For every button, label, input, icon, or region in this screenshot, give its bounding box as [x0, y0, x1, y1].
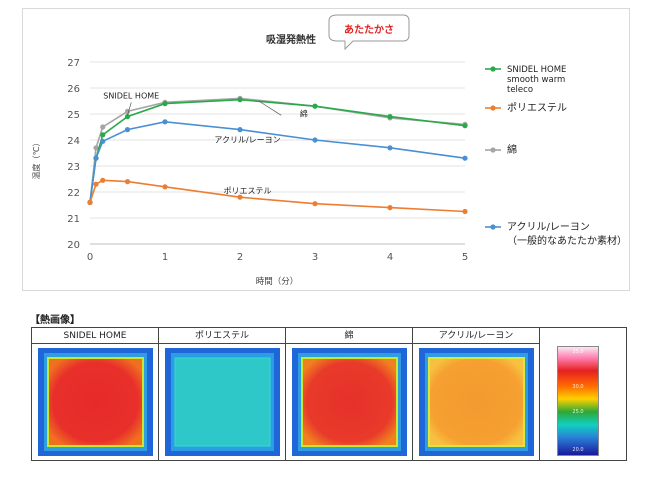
y-tick-label: 26 — [67, 84, 80, 95]
scale-tick: 25.0 — [572, 409, 584, 415]
color-scale-bar: 35.0 30.0 25.0 20.0 — [557, 346, 599, 456]
data-point — [312, 137, 318, 143]
thermal-image — [419, 348, 534, 456]
y-tick-label: 22 — [67, 188, 80, 199]
annotation-label: SNIDEL HOME — [103, 91, 159, 100]
y-tick-label: 21 — [67, 214, 80, 225]
annotation-label: 綿 — [300, 109, 308, 119]
data-point — [100, 132, 106, 138]
data-point — [124, 179, 131, 185]
data-point — [462, 208, 468, 215]
legend-label: SNIDEL HOME — [507, 65, 566, 75]
y-axis-label: 温度（℃） — [31, 139, 41, 180]
legend-label: （一般的なあたたか素材） — [507, 234, 627, 247]
thermal-col-label: アクリル/レーヨン — [413, 328, 539, 344]
scale-tick: 30.0 — [572, 384, 584, 390]
y-tick-label: 27 — [67, 58, 80, 69]
annotation-leader — [127, 102, 132, 116]
legend-label: ポリエステル — [507, 102, 567, 114]
data-point — [387, 114, 393, 120]
data-point — [100, 177, 106, 183]
legend-swatch-marker — [490, 66, 496, 72]
x-tick-label: 5 — [462, 252, 468, 263]
data-point — [237, 97, 243, 103]
callout-bubble: あたたかさ — [328, 14, 410, 51]
legend-swatch-marker — [490, 147, 496, 153]
data-point — [387, 145, 393, 151]
data-point — [162, 101, 168, 107]
callout-text: あたたかさ — [344, 23, 394, 36]
data-point — [87, 199, 93, 205]
legend-swatch-marker — [490, 224, 496, 230]
series-lines — [87, 95, 468, 215]
data-point — [237, 194, 243, 200]
data-point — [100, 138, 106, 144]
thermal-section-label: 【熱画像】 — [30, 315, 80, 326]
data-point — [462, 155, 468, 161]
thermal-image — [38, 348, 153, 456]
thermal-col-snidel-home: SNIDEL HOME — [32, 328, 159, 460]
chart-title: 吸湿発熱性 — [266, 33, 316, 46]
data-point — [124, 114, 131, 120]
data-point — [162, 184, 168, 190]
data-point — [237, 127, 243, 133]
gridlines — [90, 61, 465, 245]
data-point — [312, 201, 318, 207]
x-tick-label: 4 — [387, 252, 393, 263]
thermal-col-polyester: ポリエステル — [159, 328, 286, 460]
annotation-leader — [258, 100, 282, 116]
scale-tick: 35.0 — [572, 349, 584, 355]
x-axis-label: 時間（分） — [256, 276, 299, 287]
thermal-col-label: ポリエステル — [159, 328, 285, 344]
scale-tick: 20.0 — [572, 447, 584, 453]
legend-label: teleco — [507, 85, 533, 95]
data-point — [462, 123, 468, 129]
x-tick-label: 2 — [237, 252, 243, 263]
thermal-col-cotton: 綿 — [286, 328, 413, 460]
thermal-color-scale: 35.0 30.0 25.0 20.0 — [540, 328, 626, 460]
y-tick-label: 23 — [67, 162, 80, 173]
legend-label: 綿 — [507, 143, 517, 156]
thermal-image-table: SNIDEL HOME ポリエステル 綿 — [31, 327, 627, 461]
data-point — [93, 181, 99, 187]
x-tick-label: 3 — [312, 252, 318, 263]
data-point — [124, 127, 131, 133]
data-point — [100, 124, 106, 130]
x-tick-label: 1 — [162, 252, 168, 263]
chart-panel: 20 21 22 23 24 25 26 27 0 1 2 3 4 5 SNIDEL HOME 綿アクリル/… — [22, 8, 630, 291]
thermal-col-acrylic-rayon: アクリル/レーヨン — [413, 328, 540, 460]
thermal-image — [165, 348, 280, 456]
thermal-col-label: 綿 — [286, 328, 412, 344]
thermal-image — [292, 348, 407, 456]
legend-label: アクリル/レーヨン — [507, 221, 590, 233]
data-point — [93, 145, 99, 151]
y-tick-label: 25 — [67, 110, 80, 121]
legend-label: smooth warm — [507, 75, 565, 85]
annotation-label: アクリル/レーヨン — [214, 136, 280, 145]
data-point — [93, 155, 99, 161]
thermal-col-label: SNIDEL HOME — [32, 328, 158, 344]
data-point — [162, 119, 168, 125]
legend-swatch-marker — [490, 105, 496, 111]
annotation-label: ポリエステル — [224, 186, 272, 195]
data-point — [387, 205, 393, 211]
x-tick-label: 0 — [87, 252, 93, 263]
series-line — [89, 179, 466, 213]
series-line — [89, 120, 466, 203]
data-point — [312, 103, 318, 109]
y-tick-label: 24 — [67, 136, 80, 147]
y-tick-label: 20 — [67, 240, 80, 251]
